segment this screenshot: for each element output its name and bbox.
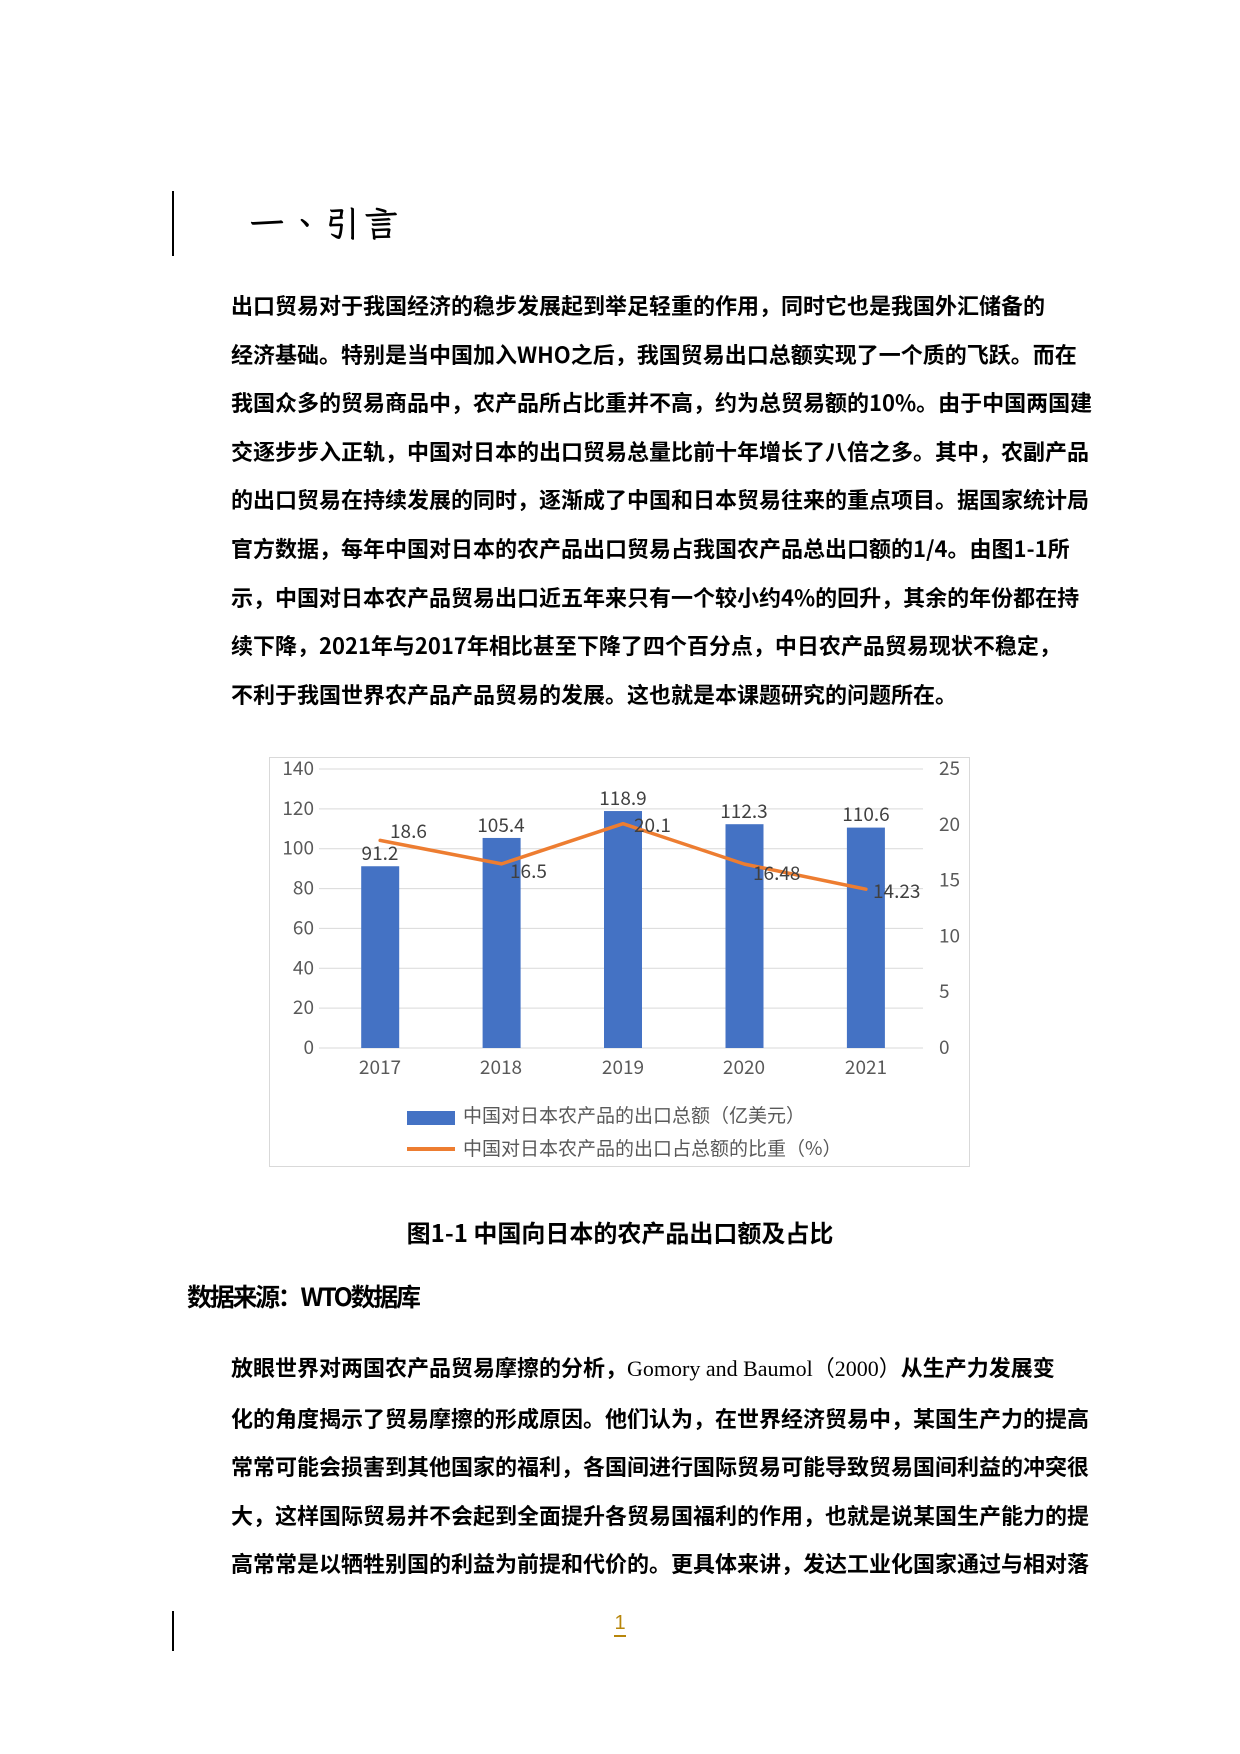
- svg-text:112.3: 112.3: [720, 797, 767, 824]
- svg-text:80: 80: [293, 874, 314, 901]
- svg-text:2019: 2019: [602, 1053, 644, 1080]
- svg-text:105.4: 105.4: [477, 811, 524, 838]
- svg-text:10: 10: [939, 921, 960, 948]
- svg-text:14.23: 14.23: [873, 877, 920, 904]
- svg-text:100: 100: [282, 834, 314, 861]
- svg-text:60: 60: [293, 913, 314, 940]
- svg-text:118.9: 118.9: [599, 784, 646, 811]
- svg-text:110.6: 110.6: [842, 800, 889, 827]
- svg-text:20.1: 20.1: [634, 811, 671, 838]
- svg-text:0: 0: [303, 1033, 314, 1060]
- svg-text:中国对日本农产品的出口总额（亿美元）: 中国对日本农产品的出口总额（亿美元）: [463, 1101, 805, 1128]
- svg-text:16.5: 16.5: [510, 857, 547, 884]
- svg-text:120: 120: [282, 794, 314, 821]
- svg-text:20: 20: [293, 993, 314, 1020]
- svg-text:2017: 2017: [359, 1053, 401, 1080]
- svg-text:2021: 2021: [845, 1053, 887, 1080]
- svg-text:5: 5: [939, 977, 950, 1004]
- svg-text:15: 15: [939, 866, 960, 893]
- svg-text:2018: 2018: [480, 1053, 522, 1080]
- svg-text:16.48: 16.48: [753, 859, 800, 886]
- svg-text:25: 25: [939, 758, 960, 781]
- svg-text:140: 140: [282, 758, 314, 781]
- svg-text:0: 0: [939, 1033, 950, 1060]
- svg-text:中国对日本农产品的出口占总额的比重（%）: 中国对日本农产品的出口占总额的比重（%）: [463, 1134, 842, 1161]
- svg-text:18.6: 18.6: [390, 817, 427, 844]
- svg-text:2020: 2020: [723, 1053, 765, 1080]
- svg-text:40: 40: [293, 953, 314, 980]
- svg-text:20: 20: [939, 810, 960, 837]
